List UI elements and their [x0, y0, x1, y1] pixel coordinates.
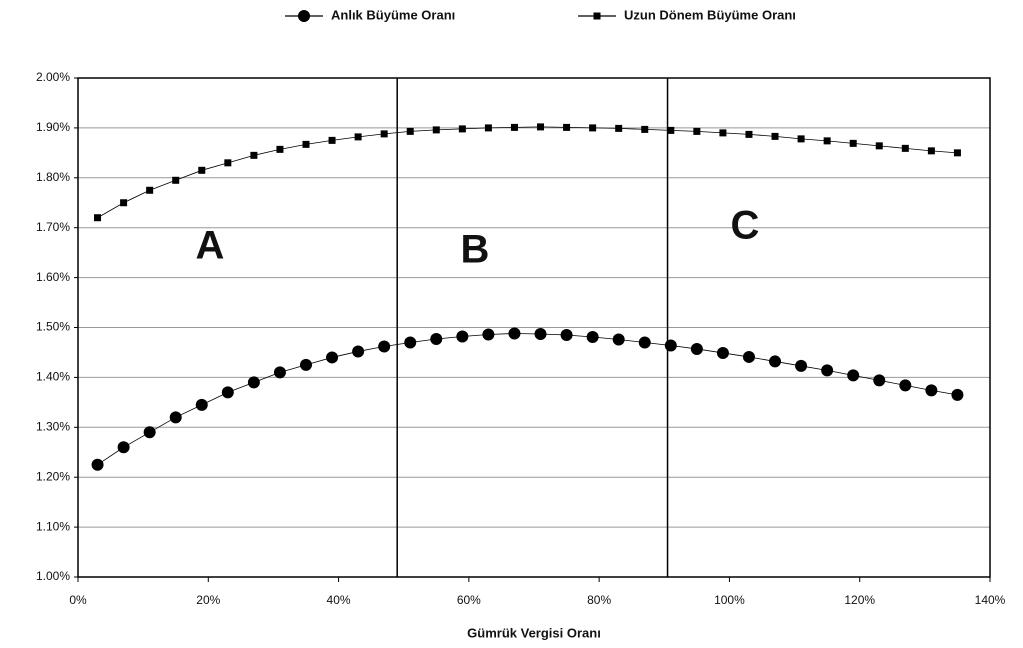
- y-tick-label: 1.00%: [36, 569, 70, 583]
- x-tick-label: 60%: [457, 593, 481, 607]
- point: [430, 332, 443, 345]
- point: [510, 123, 518, 131]
- point: [690, 342, 703, 355]
- point: [638, 336, 651, 349]
- y-tick-label: 1.90%: [36, 120, 70, 134]
- point: [146, 186, 154, 194]
- point: [224, 159, 232, 167]
- point: [91, 458, 104, 471]
- point: [302, 140, 310, 148]
- point: [221, 386, 234, 399]
- point: [534, 327, 547, 340]
- point: [797, 135, 805, 143]
- region-label: B: [461, 228, 490, 272]
- point: [482, 328, 495, 341]
- point: [927, 147, 935, 155]
- point: [849, 139, 857, 147]
- series-line: [97, 126, 958, 219]
- point: [693, 127, 701, 135]
- y-tick-label: 1.80%: [36, 170, 70, 184]
- point: [899, 379, 912, 392]
- y-tick-label: 1.70%: [36, 220, 70, 234]
- point: [716, 346, 729, 359]
- point: [795, 359, 808, 372]
- point: [380, 130, 388, 138]
- point: [456, 330, 469, 343]
- point: [117, 441, 130, 454]
- point: [901, 144, 909, 152]
- point: [406, 127, 414, 135]
- point: [198, 166, 206, 174]
- point: [664, 339, 677, 352]
- point: [143, 426, 156, 439]
- legend-marker: [593, 12, 601, 20]
- point: [328, 136, 336, 144]
- x-axis-label: Gümrük Vergisi Oranı: [467, 625, 601, 640]
- point: [589, 124, 597, 132]
- legend-label: Uzun Dönem Büyüme Oranı: [624, 7, 796, 22]
- y-tick-label: 1.10%: [36, 519, 70, 533]
- point: [873, 374, 886, 387]
- point: [352, 345, 365, 358]
- point: [195, 398, 208, 411]
- point: [404, 336, 417, 349]
- point: [771, 132, 779, 140]
- x-tick-label: 120%: [844, 593, 875, 607]
- point: [821, 364, 834, 377]
- x-tick-label: 20%: [196, 593, 220, 607]
- point: [354, 133, 362, 141]
- y-tick-label: 2.00%: [36, 70, 70, 84]
- x-tick-label: 140%: [975, 593, 1006, 607]
- point: [172, 176, 180, 184]
- point: [508, 327, 521, 340]
- point: [484, 124, 492, 132]
- y-tick-label: 1.30%: [36, 419, 70, 433]
- point: [586, 330, 599, 343]
- point: [925, 384, 938, 397]
- point: [615, 124, 623, 132]
- point: [563, 123, 571, 131]
- point: [745, 130, 753, 138]
- legend-marker: [298, 10, 310, 22]
- y-tick-label: 1.50%: [36, 320, 70, 334]
- point: [169, 411, 182, 424]
- point: [94, 214, 102, 222]
- point: [250, 151, 258, 159]
- x-tick-label: 40%: [327, 593, 351, 607]
- region-label: C: [731, 204, 760, 248]
- point: [378, 340, 391, 353]
- point: [247, 376, 260, 389]
- y-tick-label: 1.20%: [36, 469, 70, 483]
- point: [458, 125, 466, 133]
- point: [951, 388, 964, 401]
- point: [300, 358, 312, 371]
- y-tick-label: 1.60%: [36, 270, 70, 284]
- point: [273, 366, 286, 379]
- point: [847, 369, 860, 382]
- plot-border: [77, 77, 991, 578]
- point: [432, 126, 440, 134]
- y-tick-label: 1.40%: [36, 370, 70, 384]
- point: [560, 328, 573, 341]
- point: [742, 350, 755, 363]
- point: [953, 149, 961, 157]
- x-tick-label: 100%: [714, 593, 745, 607]
- point: [276, 145, 284, 153]
- point: [667, 126, 675, 134]
- point: [326, 351, 339, 364]
- x-tick-label: 80%: [587, 593, 611, 607]
- legend-label: Anlık Büyüme Oranı: [331, 7, 455, 22]
- point: [769, 355, 782, 368]
- point: [641, 125, 649, 133]
- point: [612, 333, 625, 346]
- region-label: A: [196, 224, 225, 268]
- point: [120, 199, 128, 207]
- point: [875, 142, 883, 150]
- point: [719, 129, 727, 137]
- point: [823, 137, 831, 145]
- x-tick-label: 0%: [69, 593, 87, 607]
- series-line: [97, 333, 958, 466]
- point: [537, 123, 545, 131]
